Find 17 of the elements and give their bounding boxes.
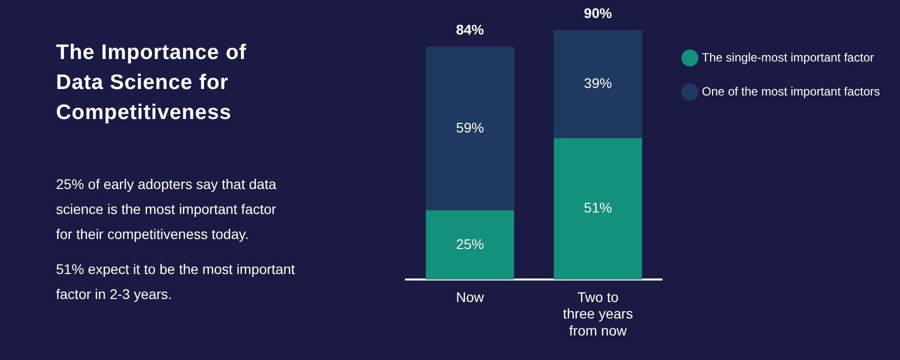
legend-label: The single-most important factor: [702, 50, 874, 64]
text: 51% expect it to be the most important factor in 2-3 years.: [56, 260, 296, 304]
bar: [554, 138, 642, 280]
text: The Importance of Data Science for Competitiveness: [56, 40, 248, 126]
legend-label: One of the most important factors: [702, 84, 880, 98]
text: 25% of early adopters say that data science is the most important factor for their competitiveness today.: [56, 175, 278, 244]
data-label: 51%: [584, 200, 612, 216]
bar: [426, 210, 514, 280]
bar: [554, 30, 642, 138]
x-tick-label: Two to three years from now: [562, 288, 633, 338]
total-label: 90%: [584, 4, 612, 21]
data-label: 39%: [584, 74, 612, 91]
total-label: 84%: [456, 22, 485, 38]
x-tick-label: Now: [456, 288, 485, 305]
data-label: 59%: [456, 119, 484, 136]
bar: [426, 46, 514, 210]
data-label: 25%: [456, 236, 484, 252]
